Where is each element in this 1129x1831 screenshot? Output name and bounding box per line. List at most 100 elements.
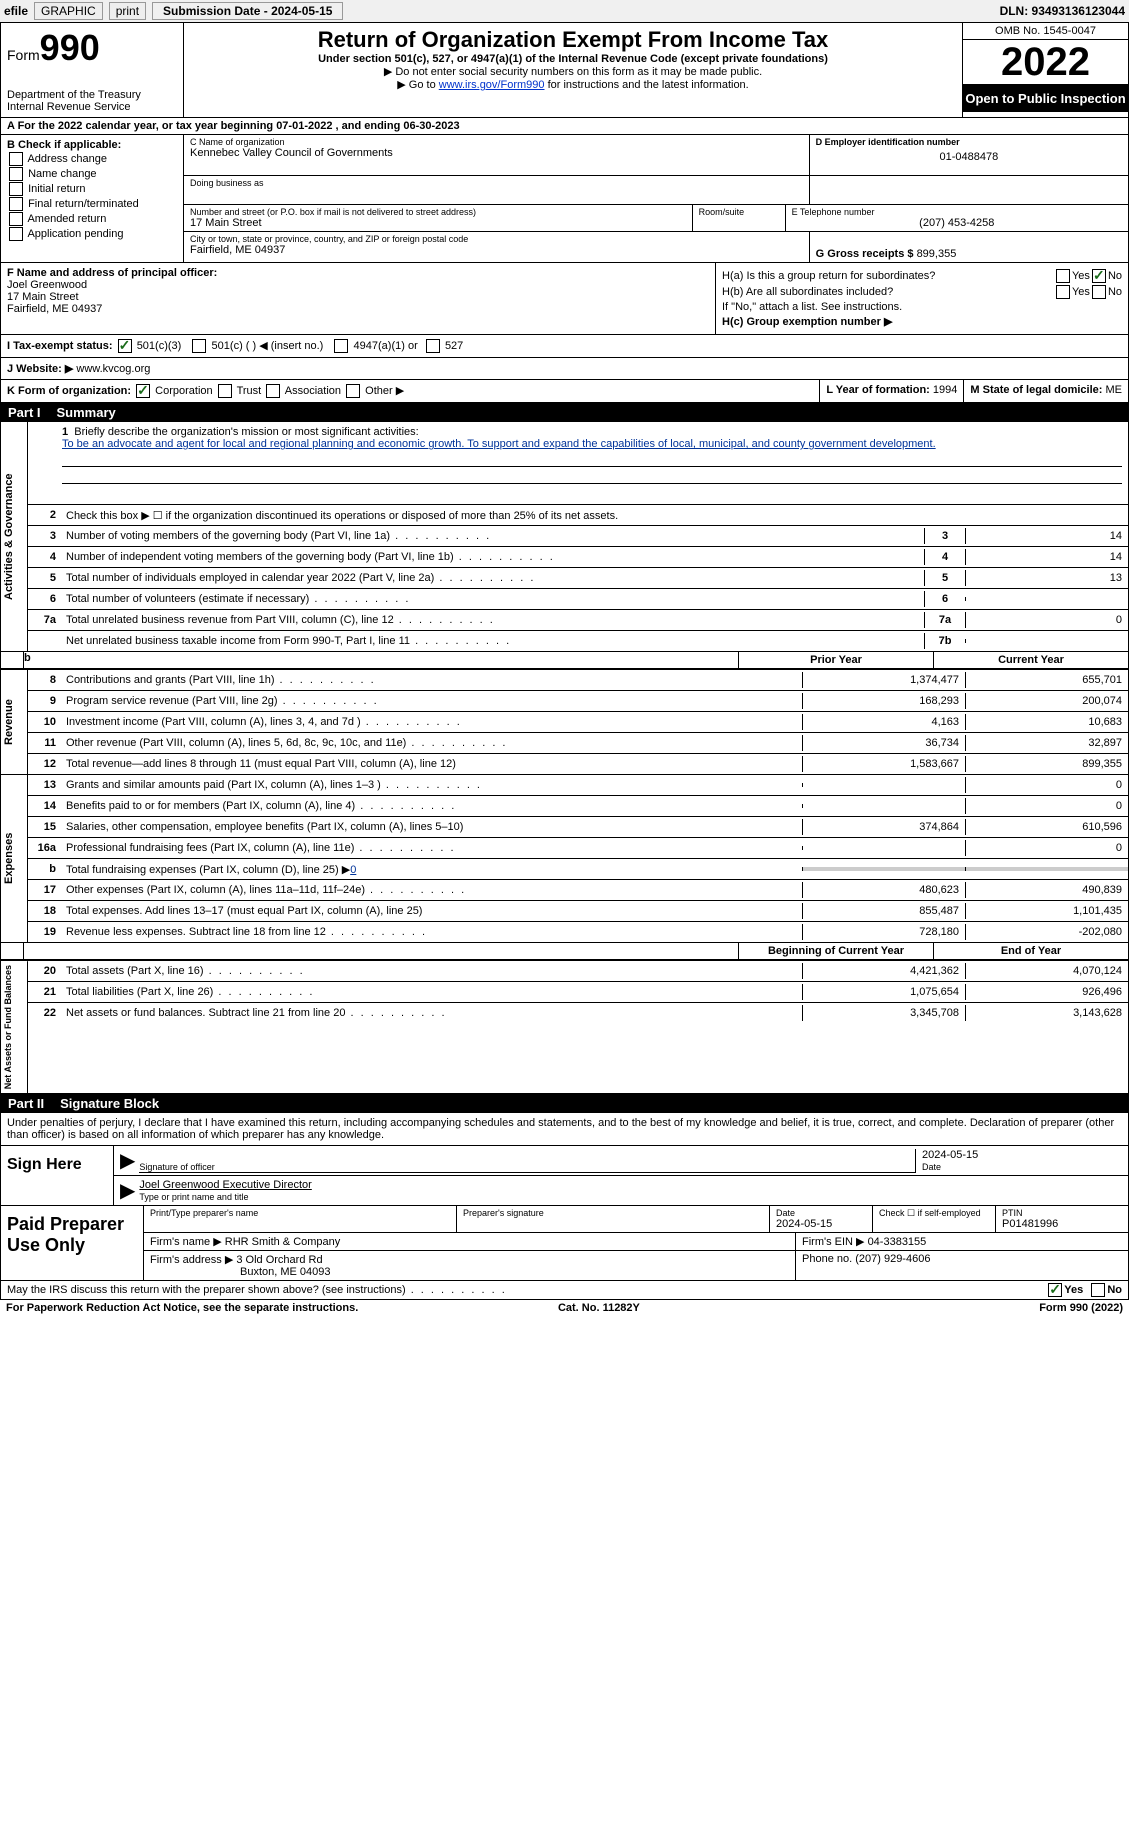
officer-name: Joel Greenwood [7,279,87,291]
box-b: B Check if applicable: Address change Na… [1,135,184,262]
part-2-header: Part II Signature Block [0,1094,1129,1113]
p12: 1,583,667 [802,756,965,772]
line-6: Total number of volunteers (estimate if … [62,591,924,607]
val-7a: 0 [965,612,1128,628]
p22: 3,345,708 [802,1005,965,1021]
initial-return-checkbox[interactable] [9,182,23,196]
city-label: City or town, state or province, country… [190,234,803,244]
irs-link[interactable]: www.irs.gov/Form990 [439,79,545,91]
line-a: A For the 2022 calendar year, or tax yea… [0,118,1129,135]
form-header: Form990 Department of the Treasury Inter… [0,23,1129,118]
prep-name-label: Print/Type preparer's name [150,1208,450,1218]
firm-phone: (207) 929-4606 [855,1253,930,1265]
row-j: J Website: ▶ www.kvcog.org [0,358,1129,380]
name-change-checkbox[interactable] [9,167,23,181]
h-b-line: H(b) Are all subordinates included? Yes … [722,285,1122,299]
c22: 3,143,628 [965,1005,1128,1021]
phone-value: (207) 453-4258 [792,217,1122,229]
sig-date: 2024-05-15 [922,1149,978,1161]
c13: 0 [965,777,1128,793]
discuss-no-checkbox[interactable] [1091,1283,1105,1297]
efile-label: efile [4,4,28,18]
line-13: Grants and similar amounts paid (Part IX… [62,777,802,793]
line-15: Salaries, other compensation, employee b… [62,819,802,835]
c12: 899,355 [965,756,1128,772]
p20: 4,421,362 [802,963,965,979]
row-i: I Tax-exempt status: 501(c)(3) 501(c) ( … [0,335,1129,358]
expenses-tab: Expenses [1,775,28,942]
p9: 168,293 [802,693,965,709]
501c3-checkbox[interactable] [118,339,132,353]
c16b [965,867,1128,871]
current-year-label: Current Year [933,652,1128,668]
officer-group-block: F Name and address of principal officer:… [0,263,1129,335]
website-value: www.kvcog.org [76,363,150,375]
application-pending-checkbox[interactable] [9,227,23,241]
line-3: Number of voting members of the governin… [62,528,924,544]
form-page-label: Form 990 (2022) [1039,1302,1123,1314]
line-22: Net assets or fund balances. Subtract li… [62,1005,802,1021]
h-b-note: If "No," attach a list. See instructions… [722,301,1122,313]
501c-checkbox[interactable] [192,339,206,353]
open-to-public: Open to Public Inspection [963,85,1128,112]
c21: 926,496 [965,984,1128,1000]
print-button[interactable]: print [109,2,146,20]
revenue-tab: Revenue [1,670,28,774]
4947-checkbox[interactable] [334,339,348,353]
p13 [802,783,965,787]
officer-name-title: Joel Greenwood Executive Director [139,1179,311,1191]
sign-here-label: Sign Here [1,1146,114,1205]
ha-yes-checkbox[interactable] [1056,269,1070,283]
line-9: Program service revenue (Part VIII, line… [62,693,802,709]
type-print-label: Type or print name and title [139,1192,248,1202]
p16b [802,867,965,871]
other-checkbox[interactable] [346,384,360,398]
graphic-button[interactable]: GRAPHIC [34,2,103,20]
line-2: Check this box ▶ ☐ if the organization d… [62,507,1128,524]
line-18: Total expenses. Add lines 13–17 (must eq… [62,903,802,919]
line-16a: Professional fundraising fees (Part IX, … [62,840,802,856]
line-21: Total liabilities (Part X, line 26) [62,984,802,1000]
line-11: Other revenue (Part VIII, column (A), li… [62,735,802,751]
date-label: Date [922,1162,941,1172]
c19: -202,080 [965,924,1128,940]
c9: 200,074 [965,693,1128,709]
line-5: Total number of individuals employed in … [62,570,924,586]
irs-discuss-row: May the IRS discuss this return with the… [0,1281,1129,1300]
firm-addr1: 3 Old Orchard Rd [236,1254,322,1266]
irs-label: Internal Revenue Service [7,101,177,113]
p11: 36,734 [802,735,965,751]
address-change-checkbox[interactable] [9,152,23,166]
summary-revenue: Revenue 8Contributions and grants (Part … [0,670,1129,775]
c20: 4,070,124 [965,963,1128,979]
trust-checkbox[interactable] [218,384,232,398]
street-value: 17 Main Street [190,217,686,229]
name-arrow-icon: ▶ [120,1178,135,1203]
val-7b [965,639,1128,643]
p21: 1,075,654 [802,984,965,1000]
summary-pycy-header: b Prior Year Current Year [0,652,1129,670]
netassets-tab: Net Assets or Fund Balances [1,961,28,1093]
line-20: Total assets (Part X, line 16) [62,963,802,979]
officer-addr2: Fairfield, ME 04937 [7,303,102,315]
firm-ein: 04-3383155 [868,1236,927,1248]
ptin-value: P01481996 [1002,1218,1058,1230]
amended-return-checkbox[interactable] [9,212,23,226]
final-return-checkbox[interactable] [9,197,23,211]
discuss-yes-checkbox[interactable] [1048,1283,1062,1297]
527-checkbox[interactable] [426,339,440,353]
hb-no-checkbox[interactable] [1092,285,1106,299]
ptin-label: PTIN [1002,1208,1122,1218]
p10: 4,163 [802,714,965,730]
part-1-header: Part I Summary [0,403,1129,422]
ha-no-checkbox[interactable] [1092,269,1106,283]
hb-yes-checkbox[interactable] [1056,285,1070,299]
firm-addr2: Buxton, ME 04093 [240,1266,331,1278]
firm-name: RHR Smith & Company [225,1236,341,1248]
phone-label: E Telephone number [792,207,1122,217]
paid-preparer-label: Paid Preparer Use Only [1,1206,143,1280]
mission-text: To be an advocate and agent for local an… [62,438,936,450]
assoc-checkbox[interactable] [266,384,280,398]
corp-checkbox[interactable] [136,384,150,398]
form-note-2: ▶ Go to www.irs.gov/Form990 for instruct… [192,78,954,91]
